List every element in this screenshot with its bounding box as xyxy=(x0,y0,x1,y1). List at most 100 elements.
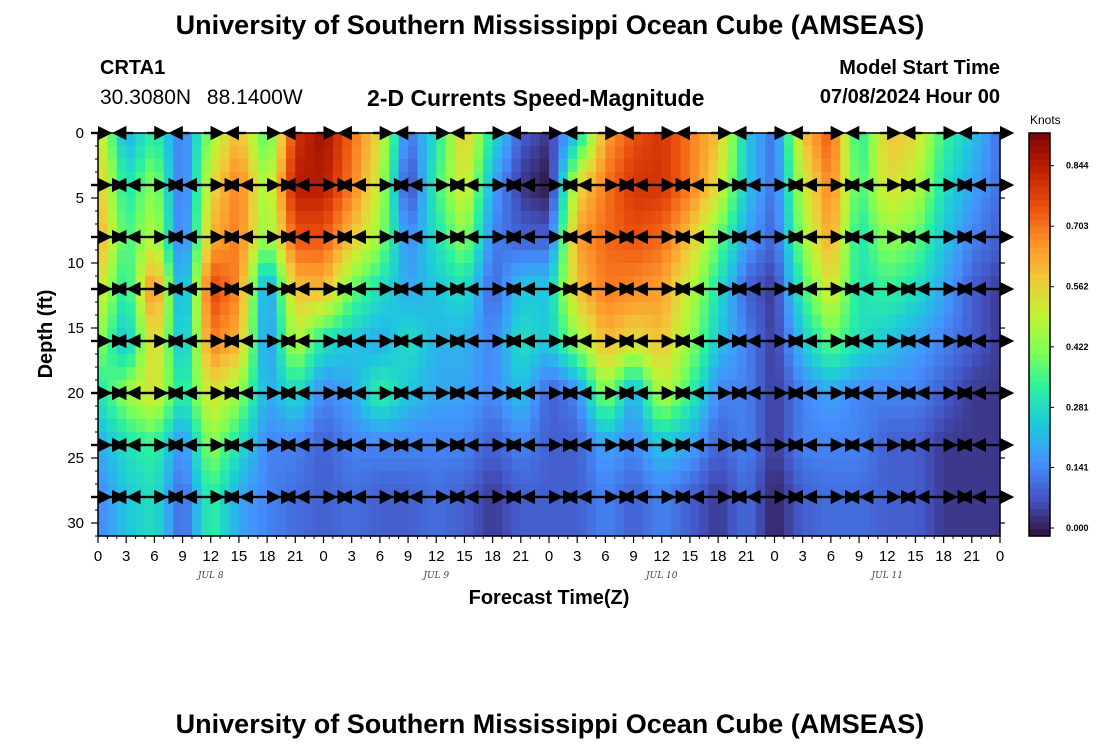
heatmap-cell xyxy=(849,263,860,277)
heatmap-cell xyxy=(605,172,616,186)
heatmap-cell xyxy=(276,367,287,381)
colorbar-tick-label: 0.281 xyxy=(1066,402,1089,412)
heatmap-cell xyxy=(154,172,165,186)
heatmap-cell xyxy=(173,445,184,459)
heatmap-cell xyxy=(248,406,259,420)
colorbar-tick-label: 0.422 xyxy=(1066,342,1089,352)
heatmap-cell xyxy=(727,510,738,524)
heatmap-cell xyxy=(746,224,757,238)
heatmap-cell xyxy=(896,484,907,498)
heatmap-cell xyxy=(934,159,945,173)
heatmap-cell xyxy=(408,198,419,212)
heatmap-cell xyxy=(98,211,108,225)
heatmap-cell xyxy=(492,432,503,446)
heatmap-cell xyxy=(445,237,456,251)
heatmap-cell xyxy=(689,289,700,303)
heatmap-cell xyxy=(774,211,785,225)
heatmap-cell xyxy=(389,445,400,459)
heatmap-cell xyxy=(257,497,268,511)
heatmap-cell xyxy=(821,432,832,446)
heatmap-cell xyxy=(520,328,531,342)
heatmap-cell xyxy=(661,471,672,485)
x-tick-label: 3 xyxy=(348,548,356,565)
heatmap-cell xyxy=(783,458,794,472)
heatmap-cell xyxy=(755,471,766,485)
heatmap-cell xyxy=(201,380,212,394)
heatmap-cell xyxy=(765,367,776,381)
y-tick-label: 25 xyxy=(67,450,84,467)
heatmap-cell xyxy=(473,445,484,459)
heatmap-cell xyxy=(840,458,851,472)
heatmap-cell xyxy=(680,523,691,537)
heatmap-cell xyxy=(323,341,334,355)
heatmap-cell xyxy=(577,315,588,329)
heatmap-cell xyxy=(765,302,776,316)
heatmap-cell xyxy=(906,393,917,407)
heatmap-cell xyxy=(502,250,513,264)
heatmap-cell xyxy=(144,406,155,420)
heatmap-cell xyxy=(473,484,484,498)
heatmap-cell xyxy=(727,146,738,160)
heatmap-cell xyxy=(859,302,870,316)
heatmap-cell xyxy=(971,263,982,277)
colorbar-tick-label: 0.703 xyxy=(1066,221,1089,231)
heatmap-cell xyxy=(351,458,362,472)
heatmap-cell xyxy=(276,263,287,277)
heatmap-cell xyxy=(398,302,409,316)
heatmap-cell xyxy=(755,185,766,199)
heatmap-cell xyxy=(633,237,644,251)
heatmap-cell xyxy=(971,484,982,498)
heatmap-cell xyxy=(248,302,259,316)
heatmap-cell xyxy=(492,419,503,433)
heatmap-cell xyxy=(896,198,907,212)
heatmap-cell xyxy=(464,419,475,433)
heatmap-cell xyxy=(671,146,682,160)
heatmap-cell xyxy=(624,328,635,342)
heatmap-cell xyxy=(699,133,710,147)
heatmap-cell xyxy=(295,172,306,186)
heatmap-cell xyxy=(595,250,606,264)
heatmap-cell xyxy=(539,276,550,290)
heatmap-cell xyxy=(436,419,447,433)
heatmap-cell xyxy=(943,250,954,264)
heatmap-cell xyxy=(107,133,118,147)
heatmap-cell xyxy=(624,484,635,498)
heatmap-cell xyxy=(840,328,851,342)
heatmap-cell xyxy=(765,315,776,329)
heatmap-cell xyxy=(342,393,353,407)
heatmap-cell xyxy=(210,263,221,277)
heatmap-cell xyxy=(408,185,419,199)
heatmap-cell xyxy=(962,315,973,329)
heatmap-cell xyxy=(934,354,945,368)
heatmap-cell xyxy=(642,328,653,342)
heatmap-cell xyxy=(361,302,372,316)
heatmap-cell xyxy=(765,237,776,251)
heatmap-cell xyxy=(483,328,494,342)
heatmap-cell xyxy=(116,289,127,303)
heatmap-cell xyxy=(840,497,851,511)
heatmap-cell xyxy=(107,328,118,342)
heatmap-cell xyxy=(549,393,559,407)
heatmap-cell xyxy=(379,510,390,524)
heatmap-cell xyxy=(295,393,306,407)
heatmap-cell xyxy=(257,393,268,407)
heatmap-cell xyxy=(436,133,447,147)
heatmap-cell xyxy=(680,289,691,303)
heatmap-cell xyxy=(398,419,409,433)
heatmap-cell xyxy=(304,276,315,290)
heatmap-cell xyxy=(455,458,466,472)
heatmap-cell xyxy=(398,367,409,381)
heatmap-cell xyxy=(755,380,766,394)
heatmap-cell xyxy=(614,354,625,368)
heatmap-cell xyxy=(840,432,851,446)
heatmap-cell xyxy=(342,432,353,446)
heatmap-cell xyxy=(379,198,390,212)
heatmap-cell xyxy=(802,510,813,524)
heatmap-cell xyxy=(896,510,907,524)
heatmap-cell xyxy=(774,302,785,316)
heatmap-cell xyxy=(182,406,193,420)
heatmap-cell xyxy=(539,211,550,225)
heatmap-cell xyxy=(915,172,926,186)
heatmap-cell xyxy=(708,380,719,394)
heatmap-cell xyxy=(107,406,118,420)
